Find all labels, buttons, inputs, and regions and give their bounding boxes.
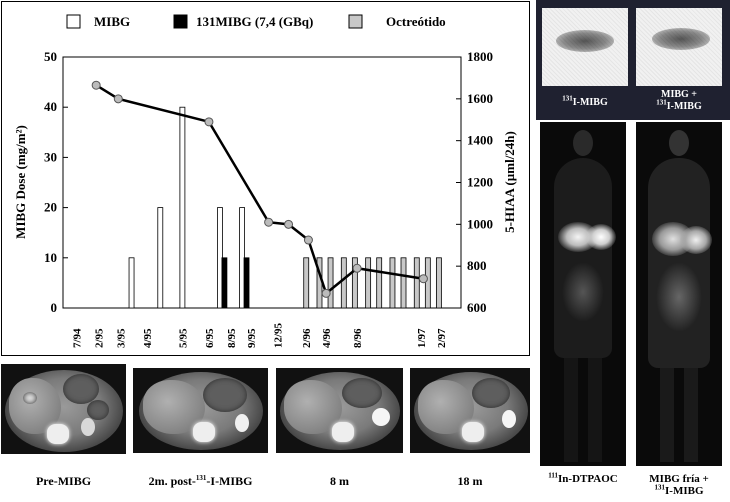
legend-label-octreotido: Octreótido [386,14,446,29]
bar-series [128,106,442,309]
hiaa-line [95,84,424,296]
y-tick-label: 50 [44,49,57,64]
y-axis-title: MIBG Dose (mg/m²) [13,125,28,239]
y2-tick-label: 1200 [467,175,493,190]
hiaa-point [418,274,428,284]
scint-mibg-plus-131i [636,8,722,86]
scint-caption-111in: 111In-DTPAOC [548,471,618,485]
ct-caption-8m: 8 m [330,474,349,488]
x-tick-label: 5/95 [177,328,189,348]
x-tick-label: 7/94 [71,328,83,348]
scint-mibg-fria [636,122,722,466]
bar [351,257,358,309]
bar [424,257,431,309]
y2-axis-title: 5-HIAA (µml/24h) [502,131,517,233]
ct-scan-8m [276,368,403,453]
bar [376,257,383,309]
hiaa-point [321,288,331,298]
y2-tick-label: 1600 [467,91,493,106]
legend-label-mibg: MIBG [94,14,130,29]
hiaa-point [303,235,313,245]
x-tick-label: 2/95 [93,328,105,348]
x-tick-label: 12/95 [272,322,284,348]
dose-hiaa-chart: MIBG 131MIBG (7,4 (GBq) Octreótido 0 10 20… [13,14,517,348]
bar [221,257,228,309]
bar [340,257,347,309]
y-tick-label: 0 [51,300,58,315]
hiaa-point [91,80,101,90]
hiaa-point [204,117,214,127]
ct-caption-2m: 2m. post-131-I-MIBG [148,474,253,488]
x-tick-label: 3/95 [115,328,127,348]
bar [128,257,135,309]
legend-swatch-131mibg [173,14,188,29]
ct-scan-2m [133,368,268,453]
hiaa-point [284,219,294,229]
y2-tick-label: 800 [467,258,487,273]
x-tick-label: 1/97 [416,328,428,348]
y-tick-label: 40 [44,99,57,114]
hiaa-point [352,263,362,273]
bar [157,207,164,309]
x-tick-label: 2/97 [436,328,448,348]
bar [179,106,186,309]
y2-tick-label: 1400 [467,133,493,148]
x-tick-label: 4/96 [321,328,333,348]
x-tick-label: 4/95 [142,328,154,348]
left-axis: 0 10 20 30 40 50 [44,49,68,315]
y2-tick-label: 1000 [467,216,493,231]
scint-caption-mibg-fria: MIBG fría + 131I-MIBG [649,473,709,497]
y-tick-label: 20 [44,200,57,215]
x-axis-labels: 7/94 2/95 3/95 4/95 5/95 6/95 8/95 9/95 12/95 2/9… [71,322,448,348]
ct-caption-18m: 18 m [457,474,483,488]
x-tick-label: 8/95 [226,328,238,348]
y-tick-label: 10 [44,250,57,265]
hiaa-line-series [91,80,428,298]
scint-111in-dtpaoc [540,122,626,466]
legend-swatch-mibg [66,14,81,29]
hiaa-point [264,217,274,227]
scint-caption-mibg-plus: MIBG + 131I-MIBG [656,89,702,112]
ct-caption-pre: Pre-MIBG [35,474,92,488]
bar [303,257,310,309]
ct-scan-18m [410,368,530,453]
legend-swatch-octreotido [348,14,363,29]
legend: MIBG 131MIBG (7,4 (GBq) Octreótido [66,14,446,29]
legend-label-131mibg: 131MIBG (7,4 (GBq) [196,14,313,29]
y-tick-label: 30 [44,149,57,164]
bar [243,257,250,309]
x-tick-label: 9/95 [246,328,258,348]
x-tick-label: 2/96 [301,328,313,348]
bar [400,257,407,309]
bar [389,257,396,309]
x-tick-label: 8/96 [352,328,364,348]
ct-scan-pre [1,364,126,454]
chart-panel: MIBG 131MIBG (7,4 (GBq) Octreótido 0 10 20… [1,1,530,356]
bar [435,257,442,309]
hiaa-point [113,94,123,104]
scint-131i-mibg [542,8,628,86]
y2-tick-label: 600 [467,300,487,315]
x-tick-label: 6/95 [204,328,216,348]
scint-caption-131i-mibg: 131I-MIBG [562,94,608,108]
y2-tick-label: 1800 [467,49,493,64]
bar [365,257,372,309]
right-axis: 600 800 1000 1200 1400 1600 1800 [456,49,493,315]
bar [413,257,420,309]
bar [327,257,334,309]
